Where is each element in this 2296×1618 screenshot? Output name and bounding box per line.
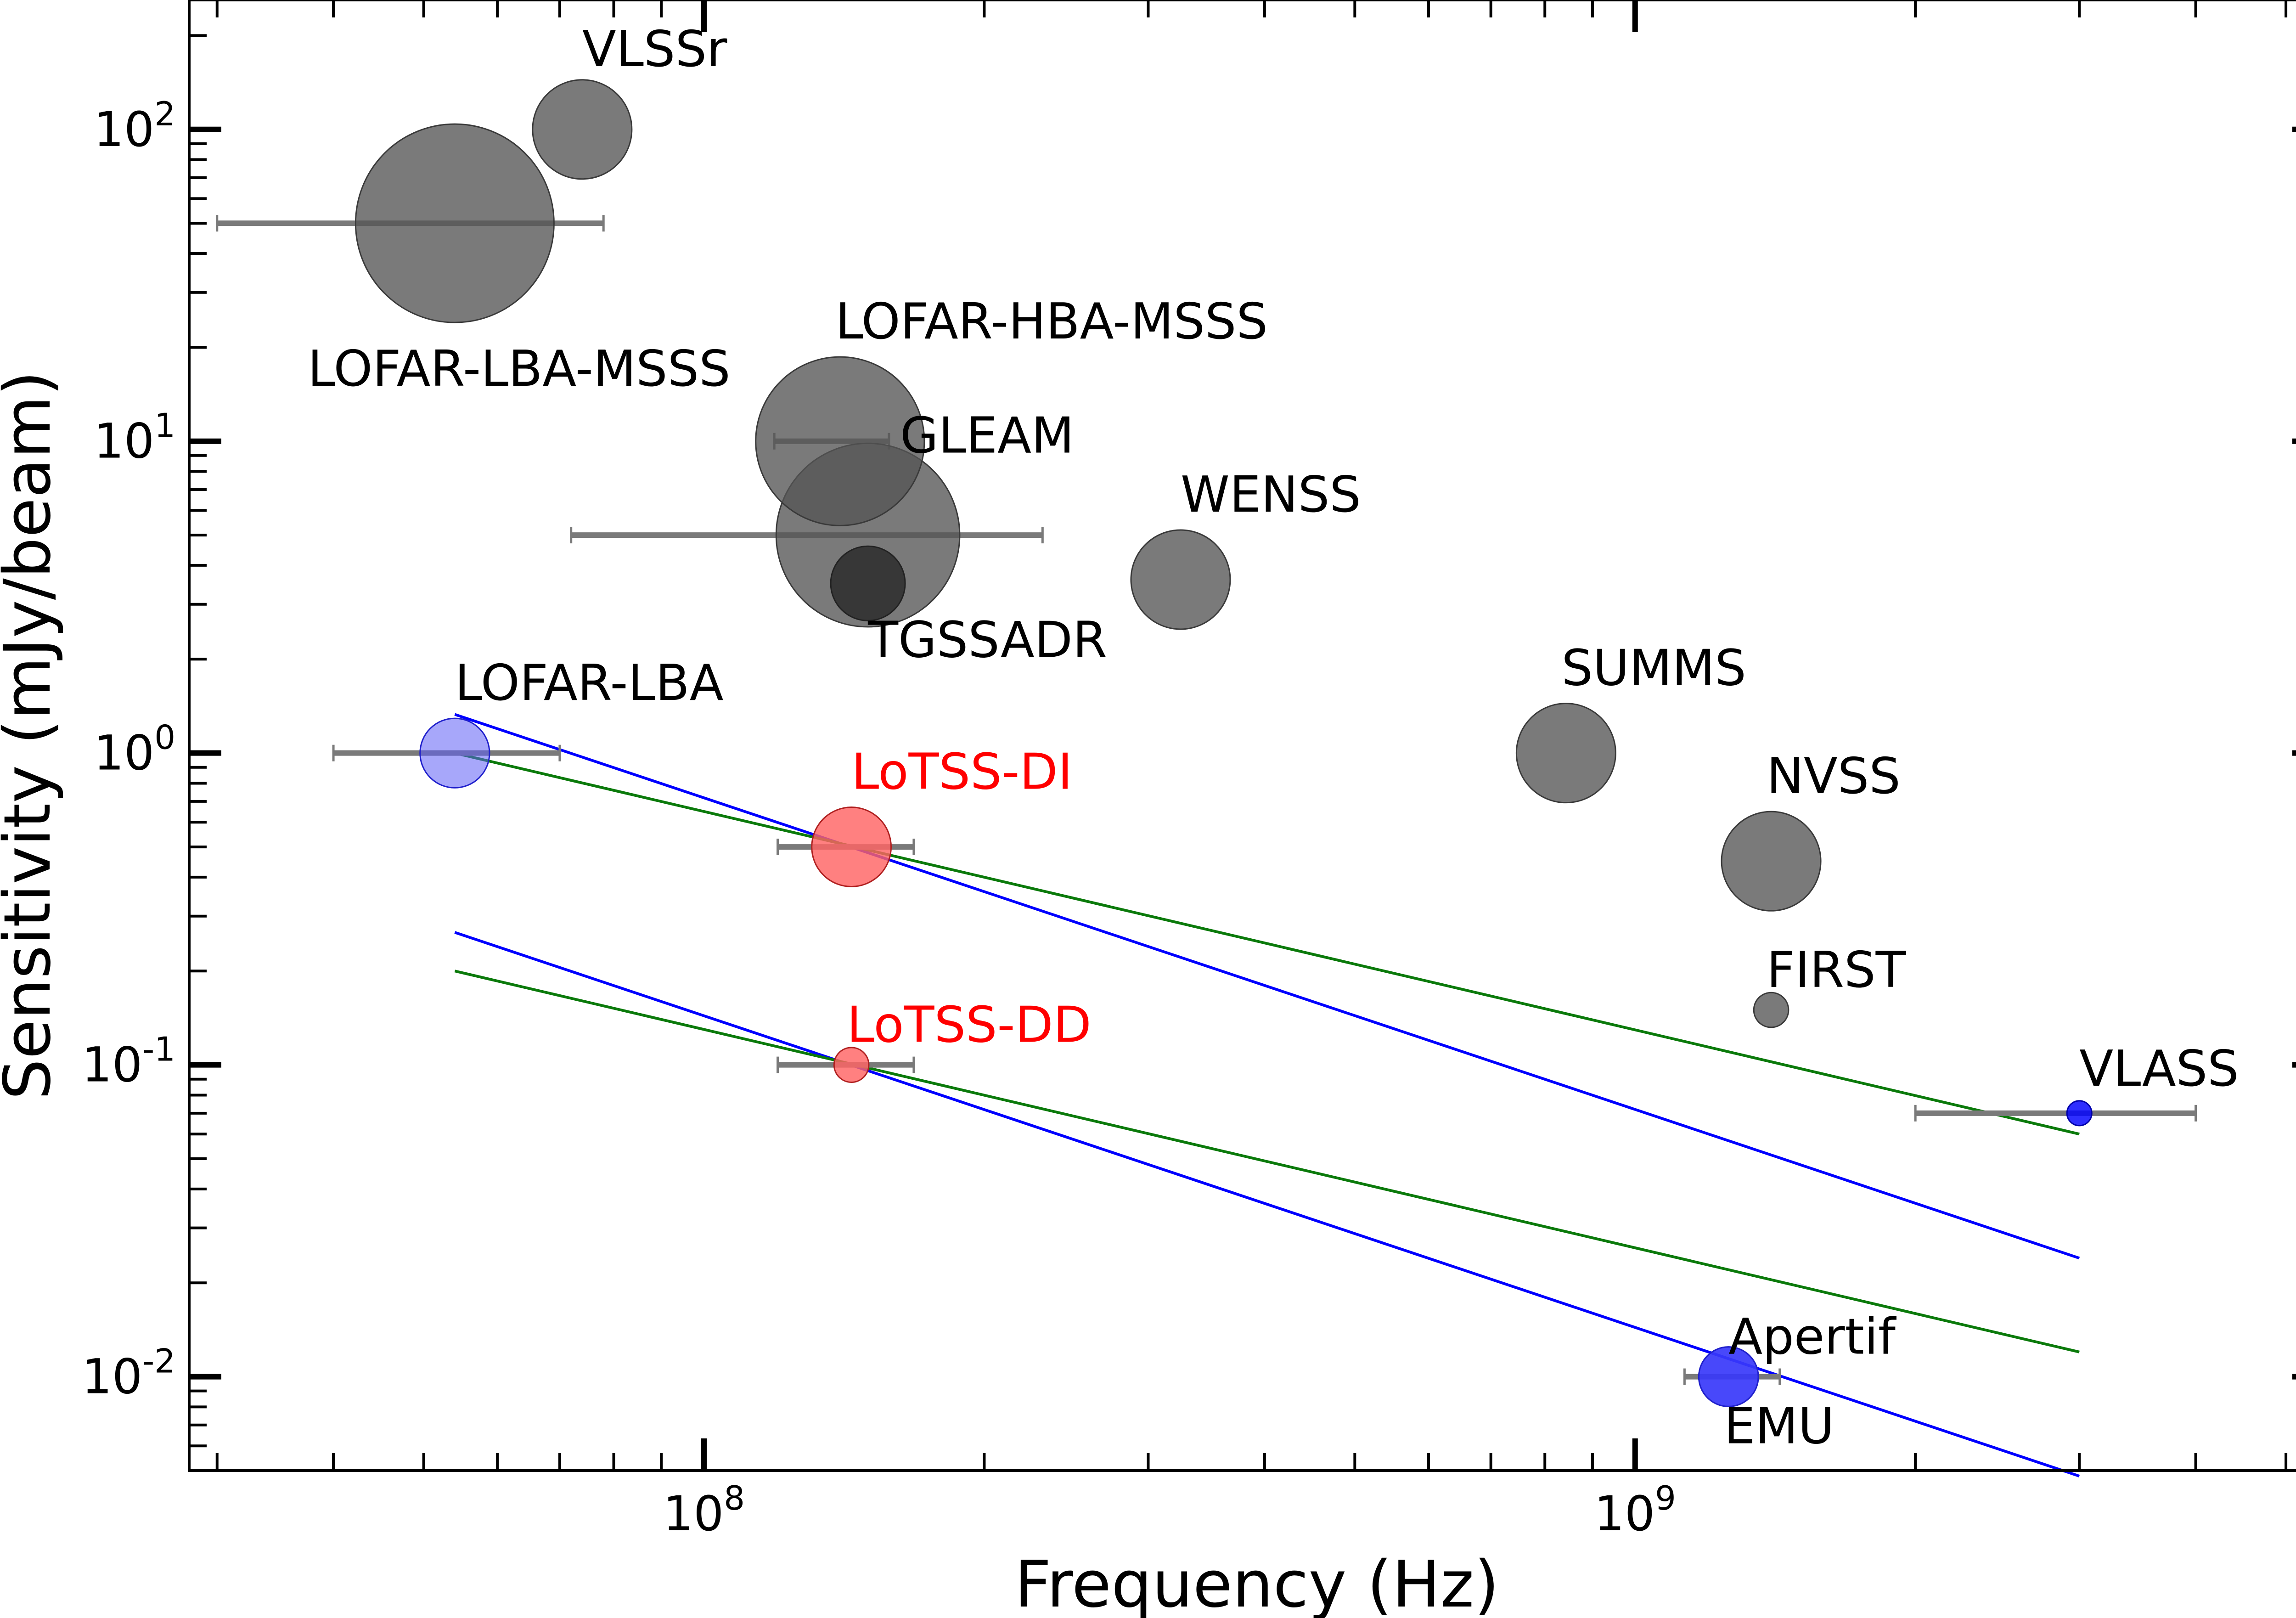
summs-label: SUMMS	[1561, 640, 1746, 697]
summs-point	[1515, 703, 1616, 804]
scaling-blue-lower-line	[454, 931, 2080, 1477]
lofar-hba-msss-point	[755, 356, 925, 526]
wenss-label: WENSS	[1181, 466, 1361, 524]
lofar-hba-msss-label: LOFAR-HBA-MSSS	[835, 293, 1268, 350]
scaling-lines	[454, 713, 2080, 1477]
vlass-label: VLASS	[2079, 1040, 2239, 1098]
nvss-point	[1721, 811, 1822, 912]
y-tick-label-1: 101	[94, 406, 175, 469]
x-tick-label-8: 108	[663, 1479, 745, 1542]
plot-frame	[188, 0, 2296, 1472]
point-labels: VLSSrLOFAR-LBA-MSSSLOFAR-HBA-MSSSGLEAMTG…	[308, 21, 2239, 1455]
nvss-label: NVSS	[1767, 748, 1901, 805]
tgssadr-label: TGSSADR	[867, 611, 1107, 669]
lofar-lba-msss-label: LOFAR-LBA-MSSS	[308, 340, 731, 398]
x-axis-label: Frequency (Hz)	[1014, 1547, 1499, 1618]
lofar-lba-label: LOFAR-LBA	[455, 654, 723, 712]
lotss-dd-point	[833, 1047, 870, 1083]
gleam-label: GLEAM	[900, 407, 1074, 464]
y-tick-label--1: 10-1	[82, 1030, 175, 1093]
scaling-blue-upper-line	[454, 713, 2080, 1260]
vlssr-point	[532, 79, 633, 180]
wenss-point	[1130, 529, 1231, 630]
lotss-di-label: LoTSS-DI	[851, 744, 1072, 801]
apertif-label: Apertif	[1728, 1308, 1897, 1366]
tgssadr-point	[830, 545, 906, 621]
scaling-green-upper-line	[454, 751, 2080, 1136]
scaling-green-lower-line	[454, 970, 2080, 1353]
lofar-lba-point	[419, 717, 490, 789]
emu-point	[1698, 1346, 1759, 1407]
first-point	[1753, 992, 1790, 1028]
vlass-point	[2066, 1100, 2093, 1127]
y-tick-label-2: 102	[94, 95, 175, 158]
first-label: FIRST	[1767, 941, 1907, 999]
tick-labels: 108 109 102 101 100 10-1 10-2	[82, 95, 1676, 1542]
y-tick-label-0: 100	[94, 718, 175, 781]
emu-label: EMU	[1724, 1398, 1834, 1455]
lotss-di-point	[811, 806, 892, 887]
lotss-dd-label: LoTSS-DD	[847, 997, 1092, 1054]
x-tick-label-9: 109	[1594, 1479, 1676, 1542]
y-tick-label--2: 10-2	[82, 1342, 175, 1405]
axis-ticks	[189, 0, 2296, 1472]
data-points	[355, 79, 2093, 1407]
y-axis-label: Sensitivity (mJy/beam)	[0, 371, 65, 1099]
lofar-lba-msss-point	[355, 123, 555, 323]
